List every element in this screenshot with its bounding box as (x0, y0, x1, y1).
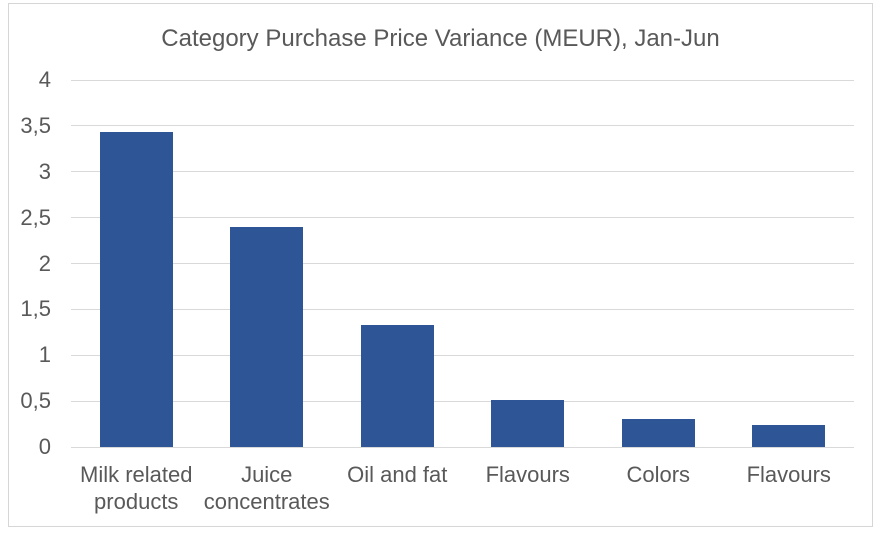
gridline (71, 308, 854, 310)
gridline (71, 263, 854, 264)
x-category-label: Flavours (485, 462, 570, 487)
x-category-label: Colors (626, 462, 691, 487)
chart-frame: Category Purchase Price Variance (MEUR),… (8, 3, 873, 527)
bar (752, 424, 826, 447)
y-tick-label: 2 (38, 250, 51, 276)
y-tick-label: 1,5 (20, 296, 51, 322)
gridline (71, 217, 854, 219)
x-axis-line (71, 446, 854, 448)
gridline (71, 400, 854, 402)
y-tick-label: 3,5 (20, 112, 51, 138)
y-tick-label: 1 (38, 342, 51, 368)
gridline (71, 125, 854, 127)
bar (360, 324, 434, 447)
x-category-label: Oil and fat (347, 462, 448, 487)
y-tick-label: 0 (38, 434, 51, 459)
gridline (71, 79, 854, 81)
bar (230, 226, 304, 447)
bar (99, 132, 173, 447)
y-tick-label: 2,5 (20, 204, 51, 230)
bar (491, 400, 565, 447)
x-category-label: Milk related products (80, 462, 193, 514)
bar (621, 419, 695, 447)
x-category-label: Juice concentrates (203, 462, 330, 514)
y-tick-label: 0,5 (20, 388, 51, 414)
gridline (71, 171, 854, 173)
y-tick-label: 4 (38, 67, 51, 92)
gridline (71, 354, 854, 356)
x-category-label: Flavours (746, 462, 831, 487)
chart-title: Category Purchase Price Variance (MEUR),… (161, 25, 720, 52)
y-tick-label: 3 (38, 158, 51, 184)
plot-area (71, 79, 854, 448)
